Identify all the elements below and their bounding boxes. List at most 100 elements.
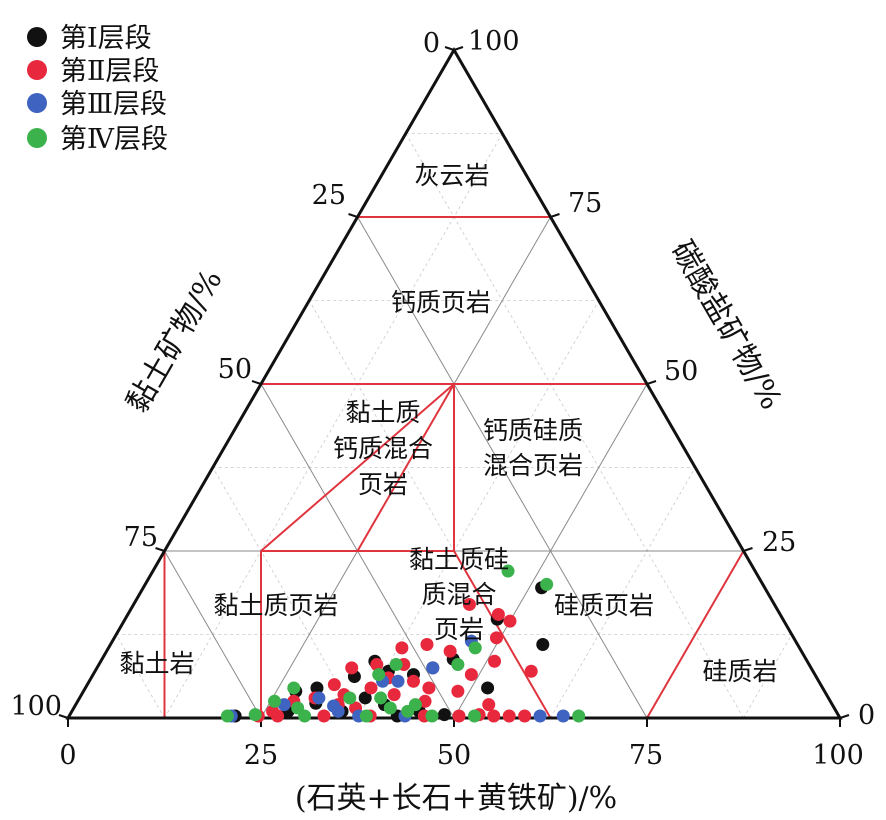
data-point: [345, 661, 359, 675]
data-point: [487, 709, 501, 723]
tick-mark: [348, 213, 358, 218]
legend-label: 第Ⅱ层段: [60, 56, 159, 87]
minor-gridline: [405, 133, 744, 719]
legend-label: 第Ⅲ层段: [60, 89, 167, 120]
left-axis-ticks: 0 25 50 75 100: [10, 28, 440, 722]
data-point: [451, 658, 465, 672]
data-point: [389, 658, 403, 672]
data-point: [452, 709, 466, 723]
data-point: [481, 681, 495, 695]
legend-marker: [27, 93, 47, 113]
data-point: [383, 701, 397, 715]
data-point: [518, 709, 532, 723]
data-point: [327, 699, 341, 713]
right-tick-label: 0: [858, 700, 875, 731]
data-point: [220, 709, 234, 723]
minor-gridline: [550, 467, 696, 719]
minor-gridline: [115, 634, 165, 719]
region-labels: 灰云岩 钙质页岩 黏土质 钙质混合 页岩 钙质硅质 混合页岩 黏土质硅 质混合 …: [119, 161, 777, 686]
data-point: [268, 694, 282, 708]
bottom-tick-label: 50: [437, 740, 471, 771]
right-axis-ticks: 100 75 50 25 0: [468, 26, 875, 731]
bottom-tick-label: 0: [59, 740, 76, 771]
region-label-calc-sil-mixed: 混合页岩: [483, 451, 583, 480]
data-point: [425, 709, 439, 723]
data-point: [462, 597, 476, 611]
data-point: [401, 704, 415, 718]
region-label-dolomite: 灰云岩: [414, 161, 489, 190]
boundary-line: [646, 550, 745, 719]
region-label-clay-sil-mixed: 黏土质硅: [409, 545, 509, 574]
data-point: [374, 691, 388, 705]
data-point: [488, 654, 502, 668]
legend-item: 第Ⅳ层段: [27, 124, 168, 155]
data-point: [370, 658, 384, 672]
legend-marker: [27, 128, 47, 148]
right-tick-label: 100: [468, 26, 520, 57]
data-point: [491, 607, 505, 621]
region-label-clay-calc-mixed: 页岩: [358, 470, 408, 499]
data-point: [343, 691, 357, 705]
data-point: [358, 691, 372, 705]
region-label-clay-sil-mixed: 页岩: [434, 615, 484, 644]
tick-mark: [646, 380, 657, 385]
right-tick-label: 50: [664, 356, 698, 387]
data-point: [312, 691, 326, 705]
data-point: [536, 638, 550, 652]
legend-label: 第Ⅰ层段: [60, 23, 152, 54]
data-point: [364, 681, 378, 695]
data-point: [556, 709, 570, 723]
legend: 第Ⅰ层段 第Ⅱ层段 第Ⅲ层段 第Ⅳ层段: [27, 23, 168, 155]
data-point: [327, 678, 341, 692]
data-point: [464, 668, 478, 682]
boundary-line: [356, 383, 455, 552]
data-point: [489, 631, 503, 645]
bottom-tick-label: 75: [629, 740, 663, 771]
data-point: [451, 684, 465, 698]
data-point: [572, 709, 586, 723]
legend-item: 第Ⅰ层段: [27, 23, 152, 54]
data-point: [501, 564, 515, 578]
tick-mark: [550, 213, 560, 218]
legend-item: 第Ⅲ层段: [27, 89, 167, 120]
data-point: [437, 708, 451, 722]
left-tick-label: 0: [423, 28, 440, 59]
tick-mark: [839, 714, 850, 719]
region-label-clay-shale: 黏土质页岩: [213, 591, 338, 620]
tick-mark: [58, 714, 69, 719]
tick-mark: [444, 46, 455, 51]
data-point: [271, 709, 285, 723]
data-point: [317, 709, 331, 723]
data-points: [220, 564, 586, 723]
minor-gridline: [743, 634, 793, 719]
major-gridline: [357, 216, 648, 719]
data-point: [248, 708, 262, 722]
data-point: [406, 674, 420, 688]
tick-mark: [743, 547, 753, 552]
data-point: [443, 644, 457, 658]
region-label-calcareous-shale: 钙质页岩: [391, 288, 491, 317]
region-label-claystone: 黏土岩: [119, 649, 194, 678]
bottom-tick-label: 100: [812, 740, 864, 771]
region-label-calc-sil-mixed: 钙质硅质: [483, 416, 583, 445]
left-tick-label: 100: [10, 691, 62, 722]
data-point: [467, 709, 481, 723]
classification-boundaries: [163, 216, 745, 719]
legend-marker: [27, 60, 47, 80]
legend-item: 第Ⅱ层段: [27, 56, 159, 87]
legend-marker: [27, 27, 47, 47]
left-tick-label: 75: [124, 522, 158, 553]
data-point: [372, 668, 386, 682]
data-point: [502, 709, 516, 723]
tick-mark: [453, 46, 464, 51]
data-point: [422, 681, 436, 695]
minor-gridline: [164, 133, 503, 719]
tick-mark: [155, 547, 165, 552]
data-point: [533, 709, 547, 723]
boundary-line: [260, 383, 455, 552]
right-tick-label: 75: [568, 188, 602, 219]
data-point: [540, 577, 554, 591]
data-point: [395, 641, 409, 655]
data-point: [287, 681, 301, 695]
